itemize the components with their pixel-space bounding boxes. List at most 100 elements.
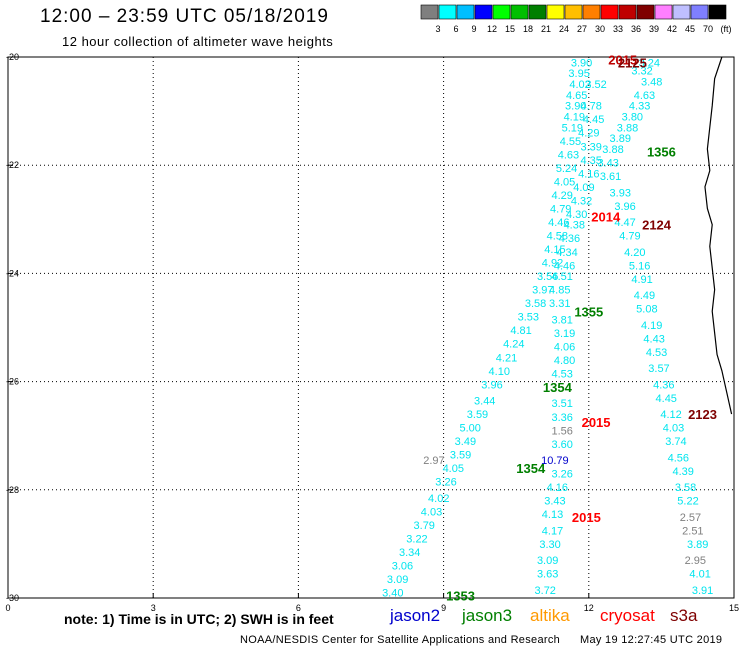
wave-height-value: 4.46: [548, 217, 569, 229]
wave-height-value: 4.58: [547, 231, 568, 243]
wave-height-value: 3.39: [581, 141, 602, 153]
wave-height-value: 4.29: [551, 190, 572, 202]
satellite-pass-label: 2015: [572, 510, 601, 525]
wave-height-value: 4.79: [550, 203, 571, 215]
wave-height-value: 4.16: [547, 482, 568, 494]
colorbar-swatch: [510, 4, 529, 20]
x-tick-label: 0: [5, 603, 10, 613]
wave-height-value: 3.56: [537, 271, 558, 283]
colorbar-label: 45: [685, 24, 695, 34]
wave-height-value: 3.34: [399, 547, 420, 559]
colorbar-swatch: [654, 4, 673, 20]
wave-height-value: 1.56: [551, 425, 572, 437]
wave-height-value: 3.06: [392, 561, 413, 573]
wave-height-value: 4.03: [663, 423, 684, 435]
wave-height-value: 4.39: [672, 466, 693, 478]
wave-height-value: 4.63: [558, 149, 579, 161]
y-tick-label: -22: [6, 160, 19, 170]
wave-height-value: 5.22: [677, 496, 698, 508]
wave-height-value: 4.85: [549, 285, 570, 297]
wave-height-value: 4.53: [551, 368, 572, 380]
colorbar-swatch: [492, 4, 511, 20]
wave-height-value: 4.53: [646, 347, 667, 359]
wave-height-value: 4.45: [656, 393, 677, 405]
wave-height-value: 3.88: [602, 144, 623, 156]
wave-height-value: 4.19: [564, 112, 585, 124]
wave-height-value: 3.22: [406, 533, 427, 545]
wave-height-value: 4.01: [689, 569, 710, 581]
wave-height-value: 3.63: [537, 569, 558, 581]
wave-height-value: 2.57: [680, 512, 701, 524]
wave-height-value: 3.81: [551, 314, 572, 326]
wave-height-value: 4.91: [631, 274, 652, 286]
colorbar-label: 24: [559, 24, 569, 34]
chart-title: 12:00 – 23:59 UTC 05/18/2019: [40, 6, 329, 27]
wave-height-value: 3.58: [675, 482, 696, 494]
wave-height-value: 4.56: [668, 452, 689, 464]
colorbar-swatch: [636, 4, 655, 20]
wave-height-value: 5.19: [562, 122, 583, 134]
wave-height-value: 3.79: [414, 520, 435, 532]
wave-height-value: 5.00: [460, 423, 481, 435]
wave-height-value: 4.09: [573, 182, 594, 194]
wave-height-value: 3.59: [467, 409, 488, 421]
color-scale-legend: 3 6 9 12 15 18 21 24 27 30 33 36 39 42 45 70 (ft): [420, 4, 732, 34]
satellite-pass-label: 1355: [574, 304, 603, 319]
colorbar-swatch: [690, 4, 709, 20]
satellite-pass-label: 2123: [688, 407, 717, 422]
x-tick-label: 15: [729, 603, 739, 613]
wave-height-value: 4.05: [443, 463, 464, 475]
colorbar-label: 9: [471, 24, 476, 34]
wave-height-value: 3.95: [568, 68, 589, 80]
wave-height-value: 4.78: [581, 101, 602, 113]
wave-height-value: 3.49: [455, 436, 476, 448]
colorbar-label: (ft): [721, 24, 732, 34]
wave-height-value: 4.81: [510, 325, 531, 337]
wave-height-value: 4.47: [614, 217, 635, 229]
wave-height-value: 3.43: [597, 157, 618, 169]
x-tick-label: 9: [441, 603, 446, 613]
wave-height-value: 3.51: [551, 398, 572, 410]
wave-height-value: 4.02: [428, 493, 449, 505]
legend-jason3: jason3: [462, 606, 513, 625]
wave-height-value: 3.72: [535, 585, 556, 597]
colorbar-label: 18: [523, 24, 533, 34]
satellite-pass-label: 1353: [446, 588, 475, 603]
y-tick-label: -24: [6, 268, 19, 278]
wave-height-value: 4.03: [421, 506, 442, 518]
wave-height-value: 3.80: [622, 112, 643, 124]
legend-cryosat: cryosat: [600, 606, 655, 625]
colorbar-label: 27: [577, 24, 587, 34]
legend-altika: altika: [530, 606, 570, 625]
plot-frame: [7, 56, 735, 599]
wave-height-value: 3.24: [639, 57, 660, 69]
chart-subtitle: 12 hour collection of altimeter wave hei…: [62, 34, 334, 49]
satellite-pass-label: 2125: [618, 55, 647, 70]
colorbar-swatch: [474, 4, 493, 20]
satellite-pass-label: 1354: [516, 461, 546, 476]
wave-height-value: 3.61: [600, 171, 621, 183]
wave-height-value: 2.95: [685, 555, 706, 567]
colorbar-label: 33: [613, 24, 623, 34]
colorbar-swatch: [600, 4, 619, 20]
wave-height-value: 3.57: [648, 363, 669, 375]
wave-height-value: 10.79: [541, 455, 569, 467]
wave-height-value: 3.30: [539, 539, 560, 551]
wave-height-value: 4.80: [554, 355, 575, 367]
colorbar-label: 70: [703, 24, 713, 34]
wave-height-value: 3.40: [382, 588, 403, 600]
wave-height-value: 5.24: [556, 163, 577, 175]
wave-height-value: 4.46: [554, 260, 575, 272]
x-tick-label: 12: [584, 603, 594, 613]
colorbar-label: 12: [487, 24, 497, 34]
colorbar-label: 42: [667, 24, 677, 34]
credit-text: NOAA/NESDIS Center for Satellite Applica…: [240, 634, 561, 646]
wave-height-value: 4.12: [660, 409, 681, 421]
colorbar-swatch: [528, 4, 547, 20]
wave-height-value: 3.58: [525, 298, 546, 310]
colorbar-label: 21: [541, 24, 551, 34]
legend-s3a: s3a: [670, 606, 698, 625]
wave-height-value: 4.29: [578, 128, 599, 140]
footer-note: note: 1) Time is in UTC; 2) SWH is in fe…: [64, 611, 334, 627]
wave-height-value: 5.16: [629, 260, 650, 272]
